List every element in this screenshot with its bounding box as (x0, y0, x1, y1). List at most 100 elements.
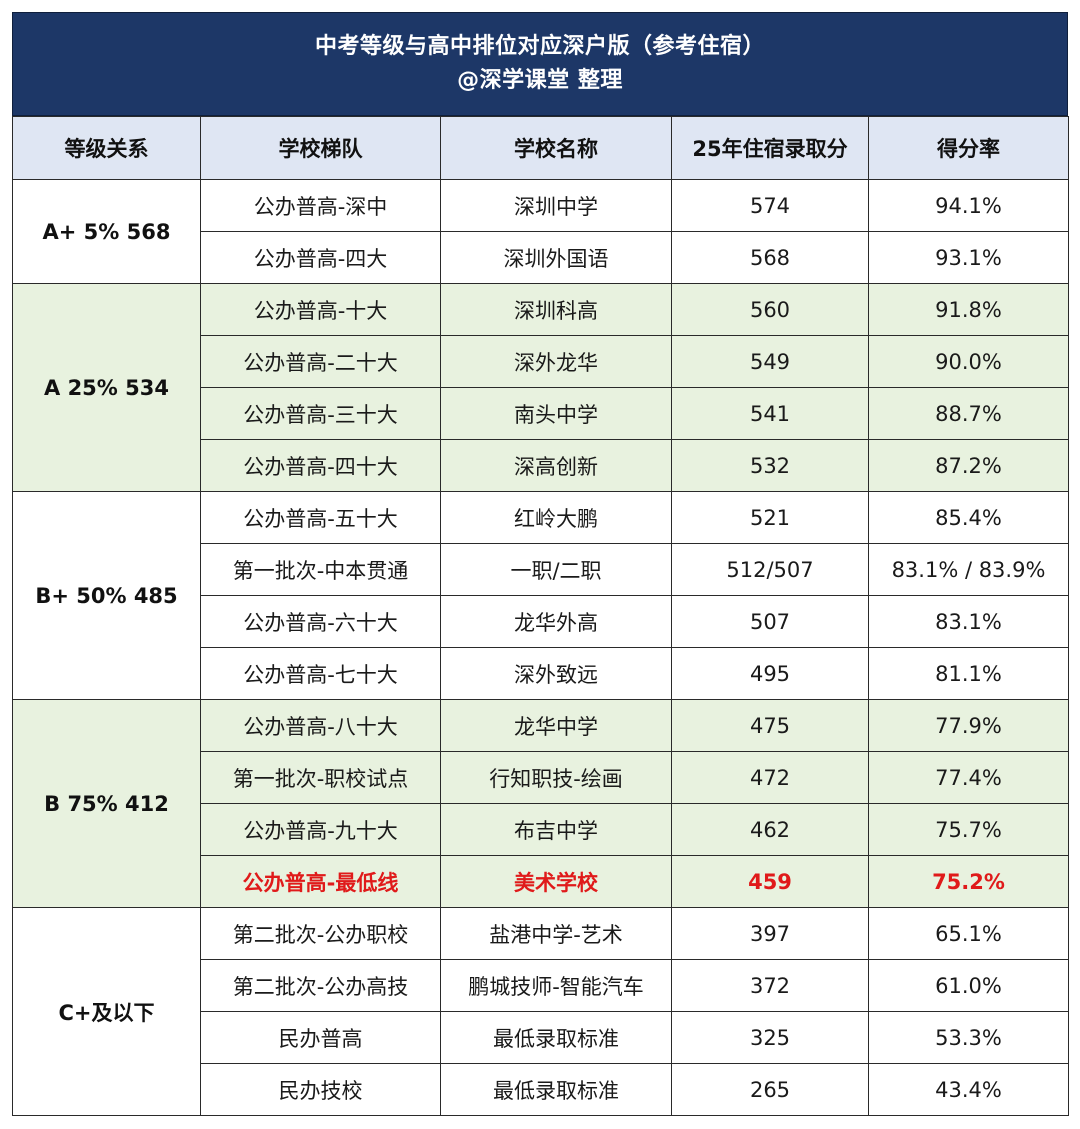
grade-cell: B 75% 412 (12, 699, 201, 908)
tier-cell: 公办普高-七十大 (200, 647, 441, 700)
tier-cell: 公办普高-二十大 (200, 335, 441, 388)
tier-cell: 民办普高 (200, 1011, 441, 1064)
table-row: 公办普高-三十大 南头中学 541 88.7% (13, 387, 1069, 440)
tier-cell: 公办普高-深中 (200, 179, 441, 232)
school-cell: 红岭大鹏 (440, 491, 672, 544)
table-row-highlighted: 公办普高-最低线 美术学校 459 75.2% (13, 855, 1069, 908)
table-row: 第一批次-职校试点 行知职技-绘画 472 77.4% (13, 751, 1069, 804)
tier-cell: 公办普高-四大 (200, 231, 441, 284)
school-cell: 行知职技-绘画 (440, 751, 672, 804)
score-cell: 495 (671, 647, 869, 700)
score-cell: 462 (671, 803, 869, 856)
school-cell: 布吉中学 (440, 803, 672, 856)
school-cell: 深圳中学 (440, 179, 672, 232)
score-cell: 397 (671, 907, 869, 960)
rate-cell: 77.9% (868, 699, 1069, 752)
table-row: 公办普高-六十大 龙华外高 507 83.1% (13, 595, 1069, 648)
table-row: A+ 5% 568 公办普高-深中 深圳中学 574 94.1% (12, 179, 1069, 284)
school-cell: 最低录取标准 (440, 1011, 672, 1064)
score-cell: 568 (671, 231, 869, 284)
column-header-rate: 得分率 (868, 116, 1069, 180)
rate-cell: 87.2% (868, 439, 1069, 492)
table-row: B+ 50% 485 公办普高-五十大 红岭大鹏 521 85.4% (12, 491, 1069, 700)
tier-cell: 公办普高-五十大 (200, 491, 441, 544)
school-cell: 龙华中学 (440, 699, 672, 752)
school-cell-highlighted: 美术学校 (440, 855, 672, 908)
school-cell: 深外龙华 (440, 335, 672, 388)
school-cell: 南头中学 (440, 387, 672, 440)
rate-cell: 77.4% (868, 751, 1069, 804)
column-header-tier: 学校梯队 (200, 116, 441, 180)
rate-cell: 65.1% (868, 907, 1069, 960)
score-cell: 265 (671, 1063, 869, 1116)
rate-cell: 90.0% (868, 335, 1069, 388)
page-subtitle: @深学课堂 整理 (457, 68, 623, 93)
column-header-school: 学校名称 (440, 116, 672, 180)
tier-cell: 公办普高-四十大 (200, 439, 441, 492)
tier-cell: 第一批次-职校试点 (200, 751, 441, 804)
school-cell: 鹏城技师-智能汽车 (440, 959, 672, 1012)
score-cell: 472 (671, 751, 869, 804)
tier-cell: 公办普高-六十大 (200, 595, 441, 648)
grade-cell: A 25% 534 (12, 283, 201, 492)
rate-cell: 85.4% (868, 491, 1069, 544)
table-header-row: 等级关系 学校梯队 学校名称 25年住宿录取分 得分率 (12, 116, 1069, 180)
grade-cell: C+及以下 (12, 907, 201, 1116)
rate-cell: 94.1% (868, 179, 1069, 232)
school-cell: 深外致远 (440, 647, 672, 700)
score-table-sheet: 中考等级与高中排位对应深户版（参考住宿） @深学课堂 整理 等级关系 学校梯队 … (12, 12, 1069, 1116)
rate-cell: 61.0% (868, 959, 1069, 1012)
tier-cell: 公办普高-九十大 (200, 803, 441, 856)
rate-cell: 88.7% (868, 387, 1069, 440)
title-banner: 中考等级与高中排位对应深户版（参考住宿） @深学课堂 整理 (12, 12, 1068, 116)
school-cell: 深高创新 (440, 439, 672, 492)
score-cell: 549 (671, 335, 869, 388)
score-cell: 560 (671, 283, 869, 336)
rate-cell: 43.4% (868, 1063, 1069, 1116)
school-cell: 一职/二职 (440, 543, 672, 596)
rate-cell: 83.1% / 83.9% (868, 543, 1069, 596)
table-row: 公办普高-二十大 深外龙华 549 90.0% (13, 335, 1069, 388)
rate-cell: 91.8% (868, 283, 1069, 336)
tier-cell: 第二批次-公办高技 (200, 959, 441, 1012)
page-title: 中考等级与高中排位对应深户版（参考住宿） (314, 34, 765, 59)
rate-cell-highlighted: 75.2% (868, 855, 1069, 908)
score-cell: 521 (671, 491, 869, 544)
table-row: 公办普高-七十大 深外致远 495 81.1% (13, 647, 1069, 700)
rate-cell: 75.7% (868, 803, 1069, 856)
table-row: 第二批次-公办高技 鹏城技师-智能汽车 372 61.0% (13, 959, 1069, 1012)
school-cell: 龙华外高 (440, 595, 672, 648)
rate-cell: 83.1% (868, 595, 1069, 648)
tier-cell: 公办普高-八十大 (200, 699, 441, 752)
score-cell: 475 (671, 699, 869, 752)
table-row: 民办普高 最低录取标准 325 53.3% (13, 1011, 1069, 1064)
school-cell: 深圳科高 (440, 283, 672, 336)
score-cell-highlighted: 459 (671, 855, 869, 908)
table-row: 第一批次-中本贯通 一职/二职 512/507 83.1% / 83.9% (13, 543, 1069, 596)
score-cell: 574 (671, 179, 869, 232)
column-header-score: 25年住宿录取分 (671, 116, 869, 180)
school-cell: 最低录取标准 (440, 1063, 672, 1116)
grade-cell: B+ 50% 485 (12, 491, 201, 700)
score-cell: 532 (671, 439, 869, 492)
rate-cell: 53.3% (868, 1011, 1069, 1064)
column-header-grade: 等级关系 (12, 116, 201, 180)
school-cell: 深圳外国语 (440, 231, 672, 284)
score-cell: 372 (671, 959, 869, 1012)
score-cell: 512/507 (671, 543, 869, 596)
tier-cell: 民办技校 (200, 1063, 441, 1116)
school-cell: 盐港中学-艺术 (440, 907, 672, 960)
grade-cell: A+ 5% 568 (12, 179, 201, 284)
ranking-table: 等级关系 学校梯队 学校名称 25年住宿录取分 得分率 A+ 5% 568 公办… (12, 116, 1069, 1116)
tier-cell-highlighted: 公办普高-最低线 (200, 855, 441, 908)
table-row: C+及以下 第二批次-公办职校 盐港中学-艺术 397 65.1% (12, 907, 1069, 1116)
score-cell: 325 (671, 1011, 869, 1064)
tier-cell: 第二批次-公办职校 (200, 907, 441, 960)
tier-cell: 公办普高-十大 (200, 283, 441, 336)
table-row: 民办技校 最低录取标准 265 43.4% (13, 1063, 1069, 1116)
tier-cell: 第一批次-中本贯通 (200, 543, 441, 596)
table-row: B 75% 412 公办普高-八十大 龙华中学 475 77.9% (12, 699, 1069, 908)
rate-cell: 93.1% (868, 231, 1069, 284)
rate-cell: 81.1% (868, 647, 1069, 700)
table-row: A 25% 534 公办普高-十大 深圳科高 560 91.8% (12, 283, 1069, 492)
